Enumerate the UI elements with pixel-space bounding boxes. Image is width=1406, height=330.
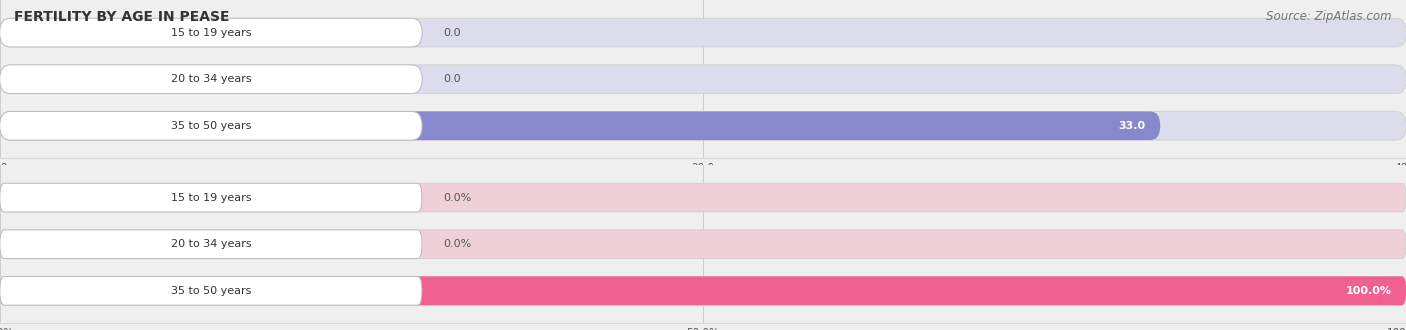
Text: 0.0%: 0.0% xyxy=(443,193,471,203)
FancyBboxPatch shape xyxy=(0,18,1406,47)
FancyBboxPatch shape xyxy=(0,277,422,305)
Text: 35 to 50 years: 35 to 50 years xyxy=(170,121,252,131)
Text: 0.0%: 0.0% xyxy=(443,239,471,249)
FancyBboxPatch shape xyxy=(0,277,1406,305)
Text: 15 to 19 years: 15 to 19 years xyxy=(170,193,252,203)
FancyBboxPatch shape xyxy=(0,183,1406,212)
FancyBboxPatch shape xyxy=(0,277,1406,305)
Text: FERTILITY BY AGE IN PEASE: FERTILITY BY AGE IN PEASE xyxy=(14,10,229,24)
FancyBboxPatch shape xyxy=(0,230,1406,258)
FancyBboxPatch shape xyxy=(0,183,422,212)
Text: 0.0: 0.0 xyxy=(443,28,461,38)
Text: 20 to 34 years: 20 to 34 years xyxy=(170,74,252,84)
FancyBboxPatch shape xyxy=(0,65,422,93)
FancyBboxPatch shape xyxy=(0,112,422,140)
Text: Source: ZipAtlas.com: Source: ZipAtlas.com xyxy=(1267,10,1392,23)
FancyBboxPatch shape xyxy=(0,18,422,47)
FancyBboxPatch shape xyxy=(0,112,1406,140)
Text: 15 to 19 years: 15 to 19 years xyxy=(170,28,252,38)
FancyBboxPatch shape xyxy=(0,112,1160,140)
Text: 33.0: 33.0 xyxy=(1119,121,1146,131)
FancyBboxPatch shape xyxy=(0,65,1406,93)
Text: 35 to 50 years: 35 to 50 years xyxy=(170,286,252,296)
FancyBboxPatch shape xyxy=(0,230,422,258)
Text: 0.0: 0.0 xyxy=(443,74,461,84)
Text: 100.0%: 100.0% xyxy=(1346,286,1392,296)
Text: 20 to 34 years: 20 to 34 years xyxy=(170,239,252,249)
